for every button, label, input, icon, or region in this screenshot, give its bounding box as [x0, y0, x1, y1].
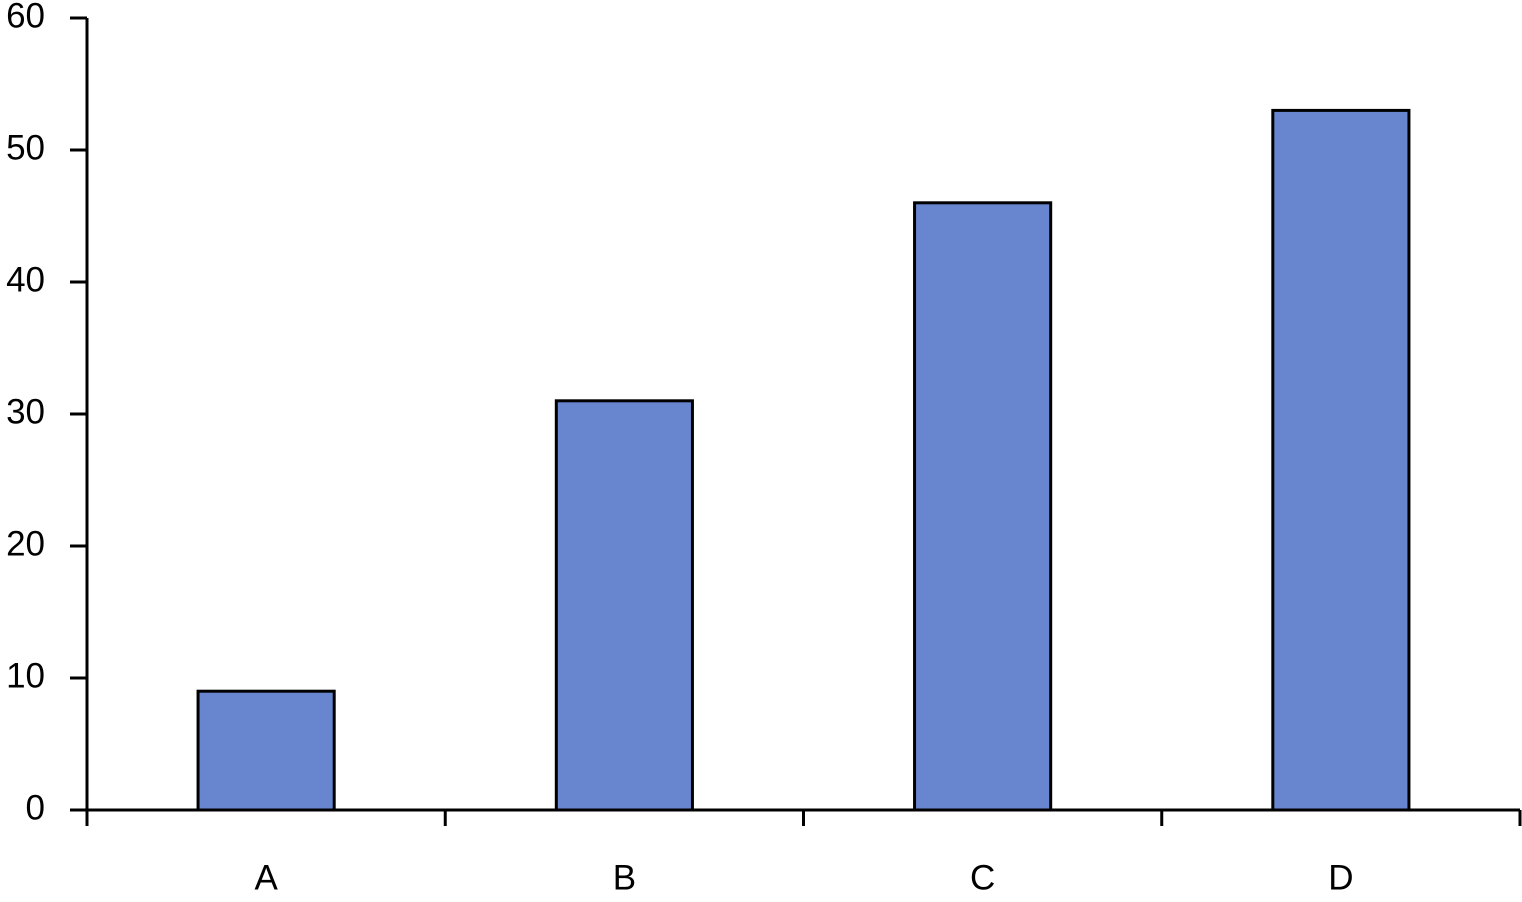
bar [1271, 108, 1411, 812]
x-tick-label: A [254, 858, 278, 897]
y-tick-label: 20 [6, 524, 45, 563]
x-tick-label: C [970, 858, 995, 897]
y-tick-label: 60 [6, 0, 45, 35]
y-tick-label: 10 [6, 656, 45, 695]
x-tick-label: B [613, 858, 636, 897]
bar [913, 201, 1053, 812]
y-tick-label: 50 [6, 128, 45, 167]
y-tick-label: 0 [26, 788, 45, 827]
bar [196, 689, 336, 812]
y-tick-label: 40 [6, 260, 45, 299]
bar [554, 399, 694, 812]
y-tick-label: 30 [6, 392, 45, 431]
x-tick-label: D [1328, 858, 1353, 897]
